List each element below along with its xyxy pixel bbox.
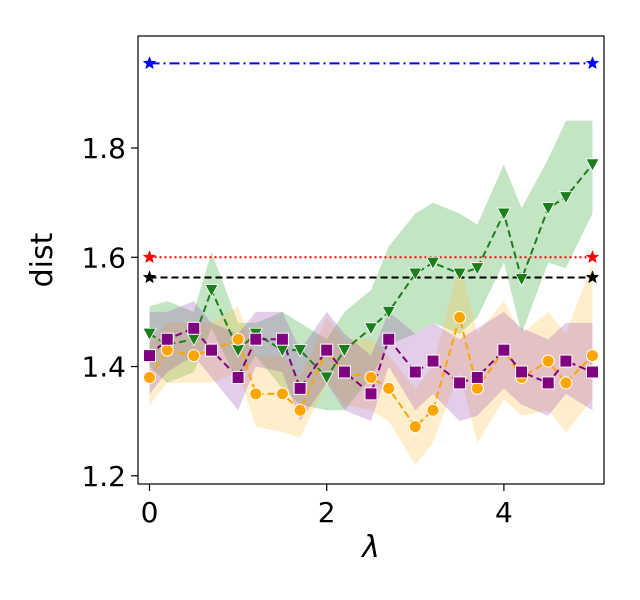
point-s1-10 bbox=[337, 344, 352, 358]
point-s2-11 bbox=[364, 370, 378, 384]
reference-star-2-2 bbox=[585, 250, 600, 264]
point-s2-13 bbox=[408, 420, 422, 434]
point-s3-4 bbox=[205, 343, 219, 357]
point-s2-15 bbox=[453, 310, 467, 324]
point-s3-8 bbox=[293, 381, 307, 395]
point-s2-19 bbox=[541, 354, 555, 368]
point-s2-2 bbox=[160, 343, 174, 357]
point-s1-18 bbox=[514, 273, 529, 287]
point-s3-1 bbox=[143, 349, 157, 363]
point-s1-13 bbox=[408, 267, 423, 281]
y-tick-label-2: 1.4 bbox=[81, 351, 126, 384]
point-s3-18 bbox=[515, 365, 529, 379]
reference-star-3-2 bbox=[585, 270, 600, 284]
point-s2-14 bbox=[426, 403, 440, 417]
point-s1-4 bbox=[204, 284, 219, 298]
point-s3-6 bbox=[249, 332, 263, 346]
point-s1-16 bbox=[470, 262, 485, 276]
series-line-3 bbox=[148, 327, 593, 396]
point-s3-11 bbox=[364, 387, 378, 401]
reference-star-3-1 bbox=[142, 270, 157, 284]
point-s2-12 bbox=[382, 381, 396, 395]
point-s3-14 bbox=[426, 354, 440, 368]
point-s2-21 bbox=[585, 349, 599, 363]
point-s3-10 bbox=[337, 365, 351, 379]
point-s2-3 bbox=[187, 349, 201, 363]
point-s2-8 bbox=[293, 403, 307, 417]
data-markers bbox=[142, 158, 600, 434]
point-s3-2 bbox=[160, 332, 174, 346]
plot-frame bbox=[137, 35, 605, 485]
y-axis: 1.2 1.4 1.6 1.8 bbox=[81, 132, 138, 493]
point-s1-8 bbox=[292, 344, 308, 358]
reference-star-1-1 bbox=[142, 56, 157, 70]
point-s1-14 bbox=[425, 256, 441, 271]
point-s2-7 bbox=[275, 387, 289, 401]
y-tick-label-3: 1.6 bbox=[81, 241, 126, 274]
x-axis: 0 2 4 bbox=[141, 484, 513, 529]
point-s1-9 bbox=[319, 371, 334, 385]
point-s3-3 bbox=[187, 321, 201, 335]
point-s3-5 bbox=[231, 370, 245, 384]
point-s1-19 bbox=[541, 202, 556, 216]
x-axis-label: λ bbox=[360, 530, 380, 565]
point-s2-1 bbox=[143, 370, 157, 384]
point-s2-20 bbox=[559, 376, 573, 390]
point-s2-5 bbox=[231, 332, 245, 346]
point-s3-15 bbox=[453, 376, 467, 390]
point-s1-15 bbox=[452, 267, 467, 281]
point-s1-17 bbox=[496, 207, 512, 221]
point-s3-20 bbox=[559, 354, 573, 368]
point-s3-16 bbox=[470, 370, 484, 384]
x-tick-label-1: 0 bbox=[141, 496, 159, 529]
band-series-2 bbox=[149, 262, 593, 465]
y-axis-label: dist bbox=[25, 232, 60, 287]
point-s1-20 bbox=[558, 191, 574, 205]
point-s3-13 bbox=[408, 365, 422, 379]
reference-star-2-1 bbox=[142, 250, 157, 264]
reference-star-1-2 bbox=[585, 56, 600, 70]
point-s3-17 bbox=[497, 343, 511, 357]
y-tick-label-4: 1.8 bbox=[81, 132, 126, 165]
point-s3-7 bbox=[275, 332, 289, 346]
point-s3-12 bbox=[382, 332, 396, 346]
point-s3-21 bbox=[585, 365, 599, 379]
point-s2-6 bbox=[249, 387, 263, 401]
point-s1-1 bbox=[142, 327, 157, 342]
point-s2-16 bbox=[470, 381, 484, 395]
point-s1-11 bbox=[363, 322, 379, 336]
point-s1-21 bbox=[585, 158, 600, 172]
y-tick-label-1: 1.2 bbox=[81, 460, 126, 493]
confidence-bands bbox=[149, 120, 593, 465]
x-tick-label-2: 2 bbox=[318, 496, 336, 529]
x-tick-label-3: 4 bbox=[495, 496, 513, 529]
point-s3-9 bbox=[320, 343, 334, 357]
point-s3-19 bbox=[541, 376, 555, 390]
point-s1-12 bbox=[381, 306, 396, 320]
